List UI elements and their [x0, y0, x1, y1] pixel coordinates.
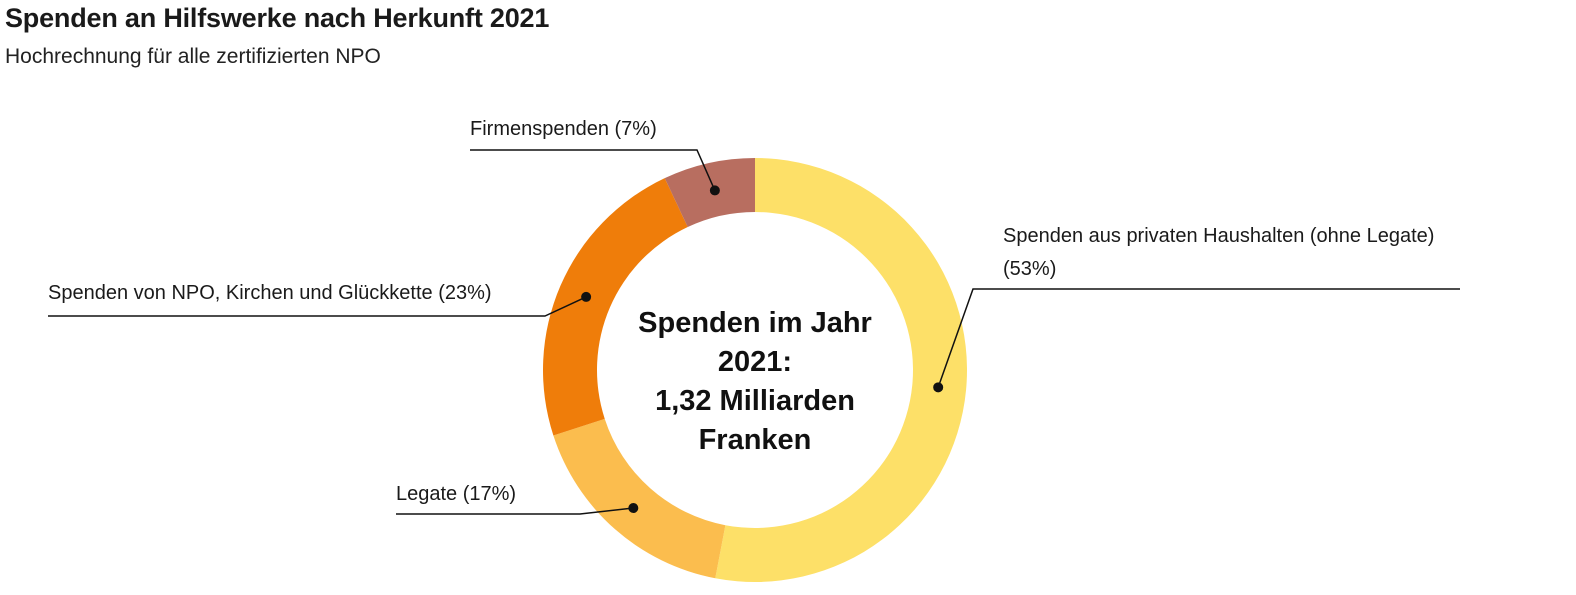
callout-line-1	[937, 288, 1460, 388]
callout-leaders	[48, 149, 1460, 515]
slice-label-1-line-2: (53%)	[1003, 258, 1056, 280]
center-total-label: Spenden im Jahr 2021: 1,32 Milliarden Frank…	[638, 307, 872, 456]
center-label-line-2: 2021:	[718, 346, 792, 378]
chart-subtitle: Hochrechnung für alle zertifizierten NPO	[5, 45, 381, 68]
callout-labels: Spenden aus privaten Haushalten (ohne Le…	[48, 118, 1434, 505]
center-label-line-4: Franken	[699, 424, 812, 456]
donut-slice-2	[553, 418, 726, 579]
slice-label-4: Firmenspenden (7%)	[470, 118, 657, 140]
center-label-line-1: Spenden im Jahr	[638, 307, 872, 339]
slice-label-1-line-1: Spenden aus privaten Haushalten (ohne Le…	[1003, 225, 1434, 247]
slice-label-3: Spenden von NPO, Kirchen und Glückkette …	[48, 282, 492, 304]
donut-slice-3	[543, 178, 688, 436]
callout-line-2	[396, 507, 634, 515]
callout-line-4	[470, 149, 716, 191]
callout-line-3	[48, 296, 587, 317]
donut-slices	[543, 158, 967, 582]
donut-slice-4	[664, 158, 755, 228]
center-label-line-3: 1,32 Milliarden	[655, 385, 855, 417]
slice-label-2: Legate (17%)	[396, 483, 516, 505]
chart-title: Spenden an Hilfswerke nach Herkunft 2021	[5, 3, 550, 33]
donut-slice-1	[715, 158, 967, 582]
